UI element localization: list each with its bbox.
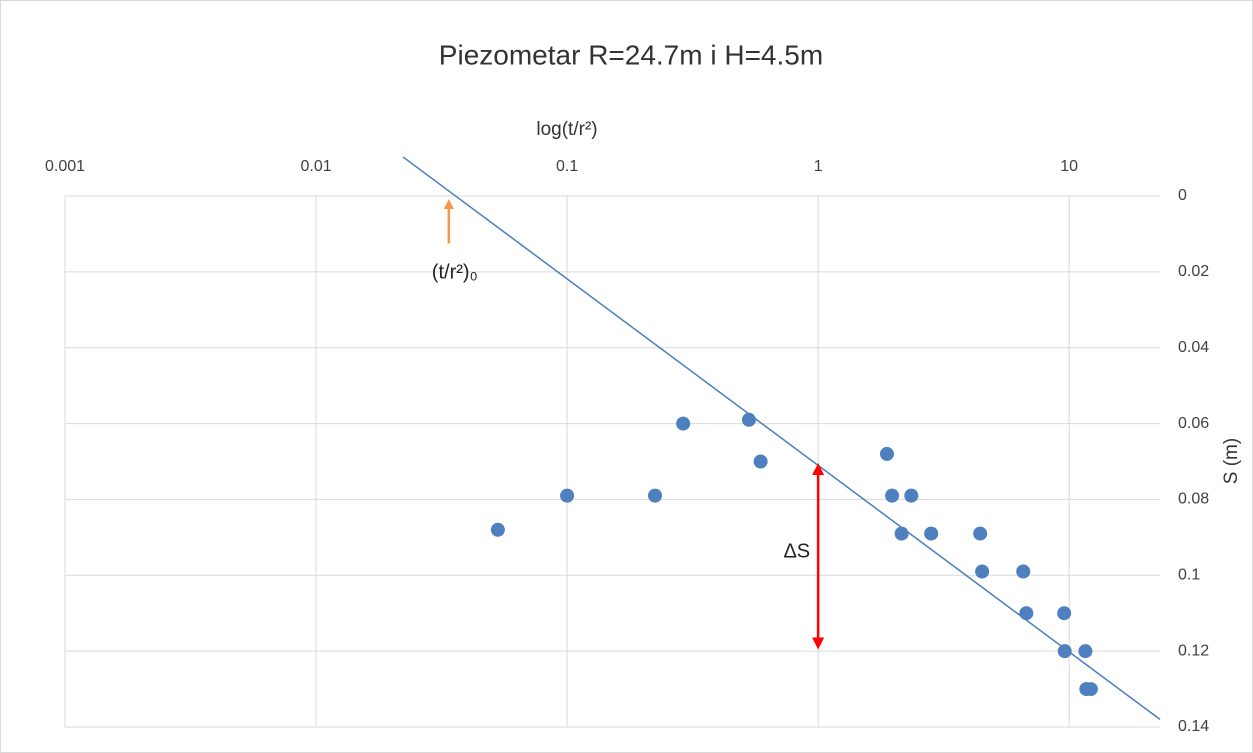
data-point [1057,644,1072,659]
x-tick-label: 0.001 [45,158,85,175]
data-point [1019,606,1034,621]
data-point [975,564,990,579]
annotation-label: (t/r²)₀ [432,262,478,284]
data-point [560,488,575,503]
data-point [648,488,663,503]
y-tick-label: 0.12 [1178,642,1209,659]
data-point [676,416,691,431]
data-point [1057,606,1072,621]
data-point [1078,644,1093,659]
y-tick-label: 0.14 [1178,718,1209,735]
trendline [402,156,1161,721]
data-point [1083,682,1098,697]
y-axis-title: S (m) [1221,438,1242,484]
y-tick-label: 0.1 [1178,567,1200,584]
data-point [924,526,939,541]
chart-title: Piezometar R=24.7m i H=4.5m [439,39,823,70]
y-tick-label: 0.02 [1178,263,1209,280]
data-point [1016,564,1031,579]
y-tick-label: 0 [1178,187,1187,204]
x-axis-title: log(t/r²) [536,119,597,140]
y-tick-label: 0.04 [1178,339,1209,356]
data-point [490,522,505,537]
x-tick-label: 0.1 [556,158,578,175]
data-point [904,488,919,503]
y-tick-label: 0.06 [1178,415,1209,432]
annotation-label: ΔS [783,541,810,563]
data-point [753,454,768,469]
data-point [973,526,988,541]
x-tick-label: 0.01 [300,158,331,175]
y-tick-label: 0.08 [1178,491,1209,508]
data-point [885,488,900,503]
data-point [741,412,756,427]
x-tick-label: 10 [1060,158,1078,175]
data-point [879,446,894,461]
x-tick-label: 1 [814,158,823,175]
data-point [894,526,909,541]
